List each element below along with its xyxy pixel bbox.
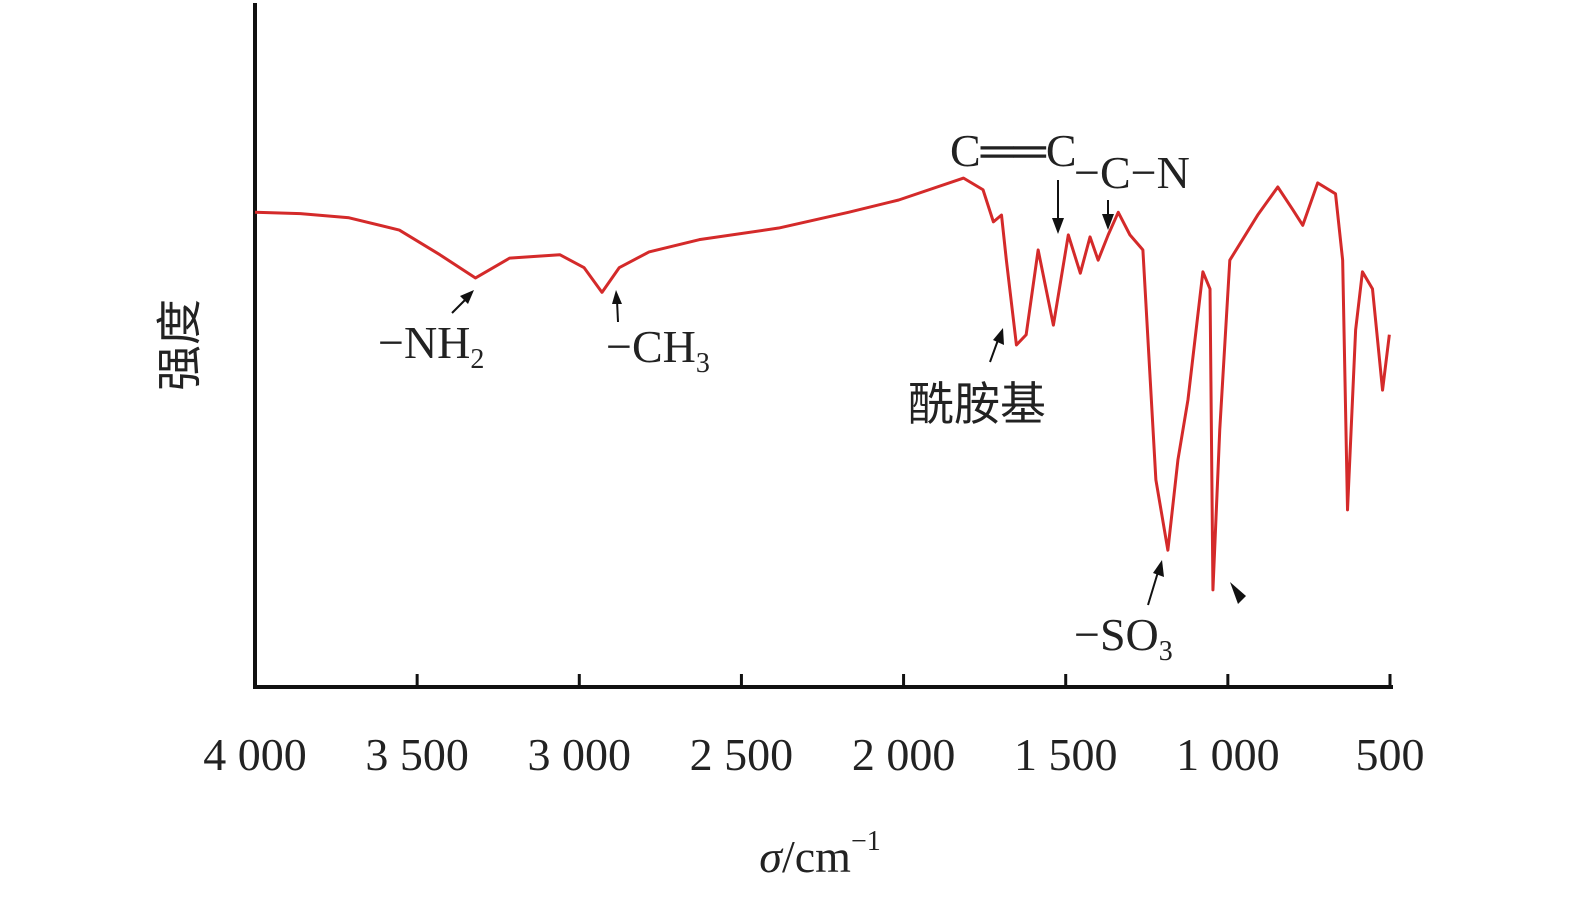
- x-tick-label: 3 500: [365, 729, 469, 780]
- annotation-text: −CH: [606, 321, 696, 372]
- x-label-symbol: σ: [759, 831, 784, 882]
- x-tick-label: 3 000: [528, 729, 632, 780]
- annotation: −SO3: [1074, 609, 1173, 667]
- x-tick-label: 2 500: [690, 729, 794, 780]
- annotation-sub: 3: [1159, 636, 1173, 667]
- annotation-text: −NH: [378, 317, 470, 368]
- x-axis-label: σ/cm−1: [759, 826, 880, 882]
- annotation: 酰胺基: [908, 379, 1046, 430]
- x-tick-label: 500: [1356, 729, 1425, 780]
- y-axis-label: 强度: [155, 299, 206, 391]
- x-tick-label: 1 500: [1014, 729, 1118, 780]
- x-label-sup: −1: [851, 826, 881, 857]
- x-tick-label: 1 000: [1176, 729, 1280, 780]
- annotation-text: −SO: [1074, 609, 1159, 660]
- annotation: C══C: [950, 125, 1077, 176]
- x-label-unit: /cm: [782, 831, 851, 882]
- annotation: −NH2: [378, 317, 484, 375]
- annotation-sub: 2: [470, 344, 484, 375]
- annotation: −C−N: [1074, 147, 1190, 198]
- x-tick-label: 2 000: [852, 729, 956, 780]
- x-tick-label: 4 000: [203, 729, 307, 780]
- annotation-sub: 3: [696, 348, 710, 379]
- annotation: −CH3: [606, 321, 710, 379]
- spectrum-line: [254, 176, 1391, 592]
- arrows: [451, 180, 1246, 606]
